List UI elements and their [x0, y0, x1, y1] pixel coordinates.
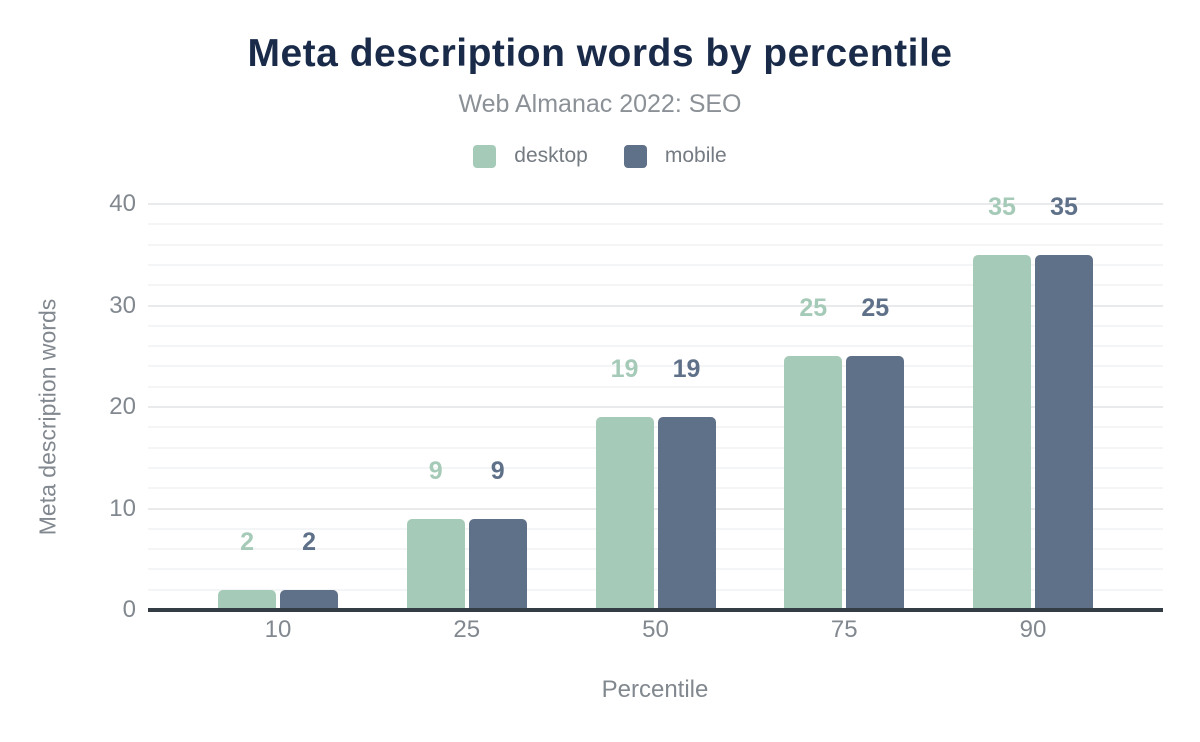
legend-label-mobile: mobile	[664, 144, 727, 167]
mobile-bar[interactable]	[846, 356, 905, 610]
desktop-bar[interactable]	[218, 589, 277, 610]
mobile-bar-value-label: 9	[490, 456, 505, 485]
mobile-bar[interactable]	[657, 417, 716, 610]
legend-item-mobile[interactable]: mobile	[623, 144, 727, 168]
y-axis-tick-label: 10	[109, 494, 136, 522]
mobile-bar-value-label: 2	[302, 527, 316, 556]
desktop-bar-value-label: 9	[428, 456, 443, 485]
mobile-bar-value-label: 19	[672, 355, 701, 384]
minor-gridline	[148, 365, 1163, 368]
minor-gridline	[148, 284, 1163, 287]
minor-gridline	[148, 466, 1163, 469]
chart-title: Meta description words by percentile	[247, 32, 953, 75]
desktop-bar-value-label: 2	[240, 527, 254, 556]
mobile-bar[interactable]	[1034, 254, 1093, 610]
minor-gridline	[148, 223, 1163, 226]
x-axis-tick-label: 75	[830, 616, 858, 643]
minor-gridline	[148, 324, 1163, 327]
legend-swatch-desktop-icon	[473, 144, 497, 168]
minor-gridline	[148, 263, 1163, 266]
major-gridline	[148, 304, 1163, 307]
major-gridline	[148, 203, 1163, 205]
minor-gridline	[148, 548, 1163, 551]
x-axis-line	[148, 608, 1163, 612]
mobile-bar-value-label: 35	[1050, 192, 1078, 221]
x-axis-tick-label: 25	[453, 616, 481, 643]
mobile-bar-value-label: 25	[861, 294, 890, 323]
y-axis-tick-label: 30	[109, 291, 136, 319]
legend-label-desktop: desktop	[514, 144, 588, 167]
desktop-bar-value-label: 19	[610, 355, 639, 384]
x-axis-tick-label: 50	[642, 616, 669, 643]
desktop-bar[interactable]	[784, 356, 843, 610]
minor-gridline	[148, 527, 1163, 530]
mobile-bar[interactable]	[280, 589, 339, 610]
minor-gridline	[148, 487, 1163, 490]
desktop-bar[interactable]	[595, 417, 654, 610]
minor-gridline	[148, 588, 1163, 591]
y-axis-tick-label: 20	[109, 393, 136, 420]
x-axis-tick-label: 90	[1019, 616, 1047, 643]
y-axis-tick-label: 0	[122, 596, 136, 623]
minor-gridline	[148, 345, 1163, 348]
desktop-bar[interactable]	[972, 254, 1031, 610]
desktop-bar[interactable]	[406, 518, 465, 610]
legend: desktop mobile	[0, 144, 1200, 168]
chart-subtitle: Web Almanac 2022: SEO	[458, 90, 742, 118]
x-axis-tick-label: 10	[264, 616, 292, 643]
minor-gridline	[148, 243, 1163, 246]
minor-gridline	[148, 385, 1163, 388]
minor-gridline	[148, 568, 1163, 571]
plot-area: 2 9 19 25 35 2 9 19 25 35	[148, 194, 1163, 612]
major-gridline	[148, 406, 1163, 408]
x-axis-title: Percentile	[601, 676, 709, 703]
legend-item-desktop[interactable]: desktop	[473, 144, 588, 168]
minor-gridline	[148, 426, 1163, 429]
legend-swatch-mobile-icon	[623, 144, 647, 168]
desktop-bar-value-label: 35	[988, 192, 1016, 221]
major-gridline	[148, 507, 1163, 510]
desktop-bar-value-label: 25	[799, 294, 828, 323]
minor-gridline	[148, 446, 1163, 449]
mobile-bar[interactable]	[468, 518, 527, 610]
y-axis-tick-label: 40	[109, 190, 136, 217]
